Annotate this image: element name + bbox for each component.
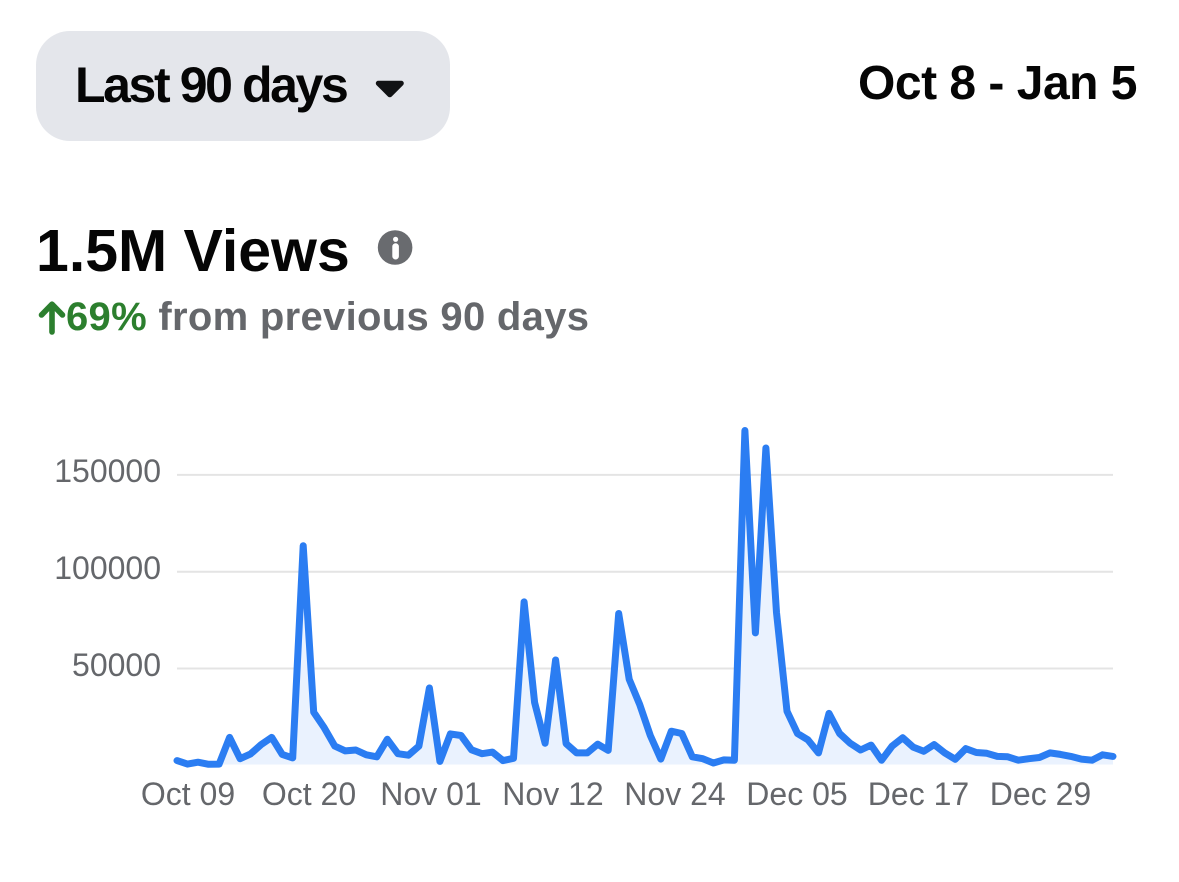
svg-text:Oct 20: Oct 20	[262, 776, 356, 812]
svg-text:100000: 100000	[54, 550, 161, 586]
svg-text:Dec 05: Dec 05	[746, 776, 847, 812]
svg-text:Dec 17: Dec 17	[868, 776, 969, 812]
svg-text:150000: 150000	[54, 453, 161, 489]
svg-text:Dec 29: Dec 29	[990, 776, 1091, 812]
svg-text:Nov 12: Nov 12	[502, 776, 603, 812]
svg-text:Nov 01: Nov 01	[380, 776, 481, 812]
svg-text:50000: 50000	[72, 647, 161, 683]
svg-text:Oct 09: Oct 09	[141, 776, 235, 812]
svg-text:Nov 24: Nov 24	[624, 776, 725, 812]
